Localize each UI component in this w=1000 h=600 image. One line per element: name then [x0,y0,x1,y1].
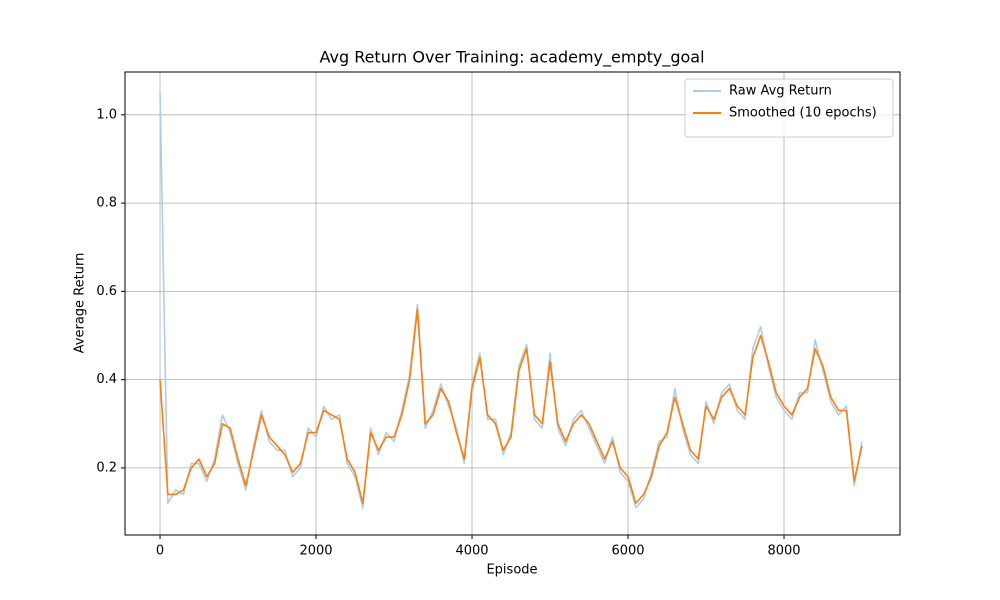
y-tick-label: 0.4 [96,372,117,387]
x-tick-label: 8000 [767,544,800,559]
plot-frame [124,71,901,536]
x-tick-label: 4000 [455,544,488,559]
legend-label: Smoothed (10 epochs) [729,106,877,121]
legend-label: Raw Avg Return [729,84,832,99]
y-tick-label: 0.2 [96,460,117,475]
chart-title: Avg Return Over Training: academy_empty_… [319,48,704,68]
x-tick-label: 6000 [611,544,644,559]
x-tick-label: 0 [156,544,164,559]
y-tick-label: 1.0 [96,107,117,122]
y-tick-label: 0.6 [96,284,117,299]
x-axis-label: Episode [486,563,537,578]
y-tick-label: 0.8 [96,196,117,211]
y-axis-label: Average Return [73,253,88,354]
data-line [159,308,863,505]
legend: Raw Avg Return Smoothed (10 epochs) [684,78,894,138]
legend-box [684,78,894,138]
x-tick-label: 2000 [299,544,332,559]
